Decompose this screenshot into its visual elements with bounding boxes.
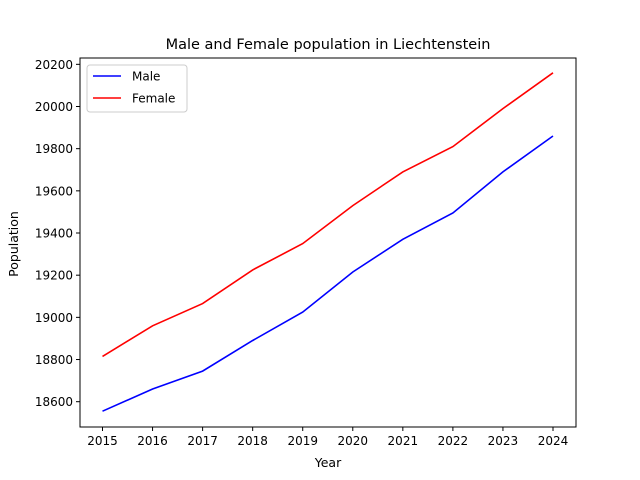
x-tick-label: 2023 bbox=[488, 434, 519, 448]
y-axis-label: Population bbox=[6, 211, 21, 277]
x-tick-label: 2018 bbox=[237, 434, 268, 448]
axes: 2015 2016 2017 2018 2019 2020 2021 2022 2023 2024… bbox=[35, 57, 577, 448]
plot-frame bbox=[79, 57, 577, 428]
y-tick-label: 19000 bbox=[35, 311, 73, 325]
x-tick-label: 2017 bbox=[187, 434, 218, 448]
x-tick-label: 2021 bbox=[388, 434, 419, 448]
chart-title: Male and Female population in Liechtenst… bbox=[166, 37, 491, 53]
y-tick-label: 19400 bbox=[35, 227, 73, 241]
y-tick-label: 18800 bbox=[35, 353, 73, 367]
legend-label-female: Female bbox=[132, 92, 175, 106]
x-axis-label: Year bbox=[314, 455, 342, 470]
plot-area bbox=[102, 72, 554, 412]
y-tick-label: 18600 bbox=[35, 395, 73, 409]
series-line-male bbox=[102, 135, 554, 412]
y-tick-label: 19800 bbox=[35, 142, 73, 156]
legend-label-male: Male bbox=[132, 70, 160, 84]
x-tick-label: 2022 bbox=[438, 434, 469, 448]
x-tick-label: 2024 bbox=[538, 434, 569, 448]
x-tick-label: 2019 bbox=[287, 434, 318, 448]
y-tick-label: 20000 bbox=[35, 100, 73, 114]
y-tick-label: 20200 bbox=[35, 58, 73, 72]
x-tick-label: 2015 bbox=[87, 434, 118, 448]
x-tick-label: 2016 bbox=[137, 434, 168, 448]
series-line-female bbox=[102, 72, 554, 358]
x-tick-label: 2020 bbox=[338, 434, 369, 448]
y-tick-label: 19600 bbox=[35, 184, 73, 198]
y-tick-label: 19200 bbox=[35, 269, 73, 283]
legend: Male Female bbox=[86, 64, 188, 113]
